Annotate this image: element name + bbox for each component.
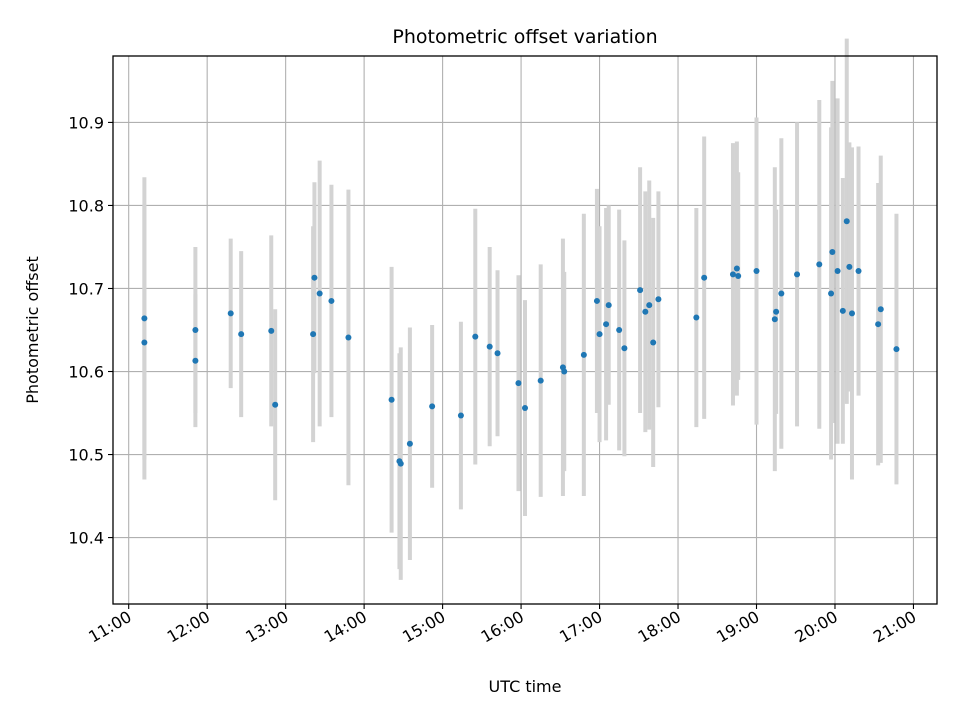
data-point bbox=[457, 412, 464, 419]
data-point bbox=[515, 380, 522, 387]
data-point bbox=[733, 265, 740, 272]
data-point bbox=[537, 377, 544, 384]
chart-title: Photometric offset variation bbox=[392, 26, 657, 48]
data-point bbox=[486, 343, 493, 350]
x-axis-label: UTC time bbox=[489, 677, 562, 696]
data-point bbox=[828, 290, 835, 297]
data-point bbox=[855, 268, 862, 275]
y-axis-label: Photometric offset bbox=[23, 256, 42, 404]
data-point bbox=[771, 316, 778, 323]
data-point bbox=[268, 327, 275, 334]
data-point bbox=[877, 306, 884, 313]
y-tick-label: 10.8 bbox=[68, 196, 104, 215]
data-point bbox=[345, 334, 352, 341]
data-point bbox=[561, 368, 568, 375]
data-point bbox=[227, 310, 234, 317]
data-point bbox=[848, 310, 855, 317]
data-point bbox=[406, 440, 413, 447]
y-tick-label: 10.6 bbox=[68, 363, 104, 382]
data-point bbox=[192, 357, 199, 364]
data-point bbox=[316, 290, 323, 297]
data-point bbox=[846, 263, 853, 270]
data-point bbox=[816, 261, 823, 268]
data-points bbox=[141, 218, 900, 467]
data-point bbox=[472, 333, 479, 340]
data-point bbox=[701, 274, 708, 281]
y-tick-label: 10.4 bbox=[68, 529, 104, 548]
data-point bbox=[655, 296, 662, 303]
y-tick-label: 10.7 bbox=[68, 279, 104, 298]
data-point bbox=[311, 274, 318, 281]
data-point bbox=[141, 315, 148, 322]
data-point bbox=[753, 268, 760, 275]
data-point bbox=[192, 327, 199, 333]
data-point bbox=[773, 308, 780, 315]
data-point bbox=[580, 351, 587, 358]
data-point bbox=[893, 346, 900, 353]
plot-frame bbox=[112, 55, 938, 605]
data-point bbox=[272, 401, 279, 408]
data-point bbox=[429, 403, 436, 410]
data-point bbox=[494, 350, 501, 357]
data-point bbox=[141, 339, 148, 346]
data-point bbox=[397, 460, 404, 467]
data-point bbox=[735, 273, 742, 280]
data-point bbox=[794, 271, 801, 278]
data-point bbox=[616, 327, 623, 333]
data-point bbox=[839, 307, 846, 314]
data-point bbox=[646, 302, 653, 309]
data-point bbox=[238, 331, 245, 338]
data-point bbox=[843, 218, 850, 225]
data-point bbox=[522, 405, 528, 412]
data-point bbox=[693, 314, 700, 321]
data-point bbox=[834, 268, 841, 275]
data-point bbox=[310, 331, 317, 338]
data-point bbox=[778, 290, 785, 297]
data-point bbox=[637, 287, 644, 294]
data-point bbox=[829, 248, 836, 255]
data-point bbox=[605, 302, 612, 309]
data-point bbox=[328, 297, 335, 304]
data-point bbox=[650, 339, 657, 346]
data-point bbox=[388, 396, 395, 403]
data-point bbox=[596, 331, 603, 338]
y-tick-label: 10.9 bbox=[68, 113, 104, 132]
y-tick-label: 10.5 bbox=[68, 446, 104, 465]
data-point bbox=[593, 297, 600, 304]
data-point bbox=[621, 345, 628, 352]
data-point bbox=[875, 321, 882, 328]
data-point bbox=[642, 308, 649, 315]
data-point bbox=[729, 271, 736, 278]
data-point bbox=[603, 321, 610, 328]
